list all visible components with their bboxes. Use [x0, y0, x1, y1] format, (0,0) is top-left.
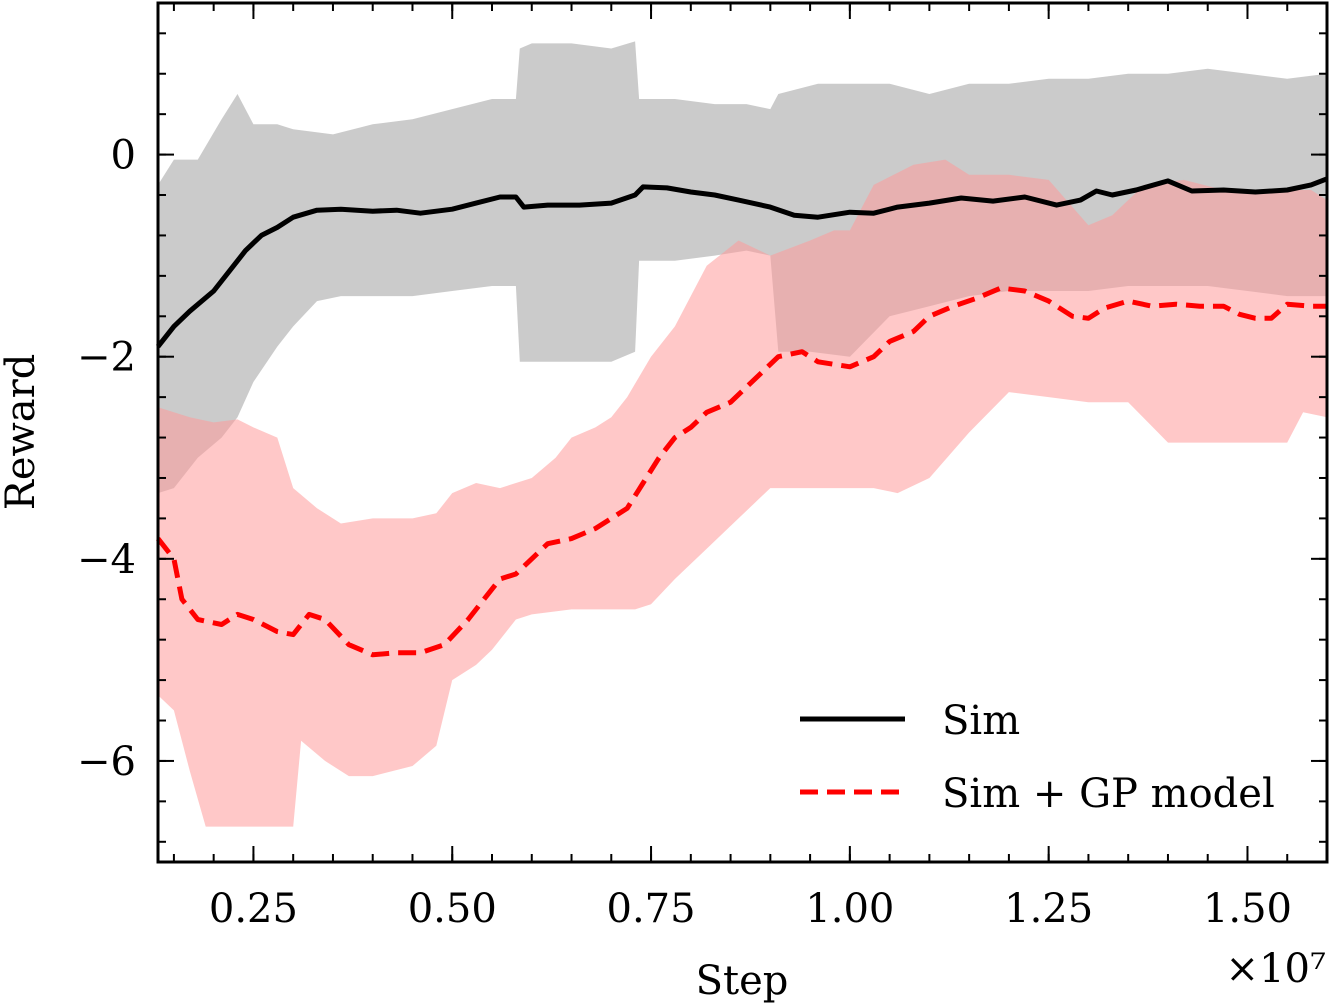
x-axis-multiplier: ×10⁷: [1226, 946, 1326, 992]
x-tick-label: 1.50: [1203, 886, 1292, 932]
axis-tick-labels: 0.25 0.50 0.75 1.00 1.25 1.50 0 −2 −4 −6: [77, 133, 1292, 932]
x-tick-label: 0.25: [209, 886, 298, 932]
band-sim-gp-model: [158, 159, 1327, 827]
confidence-bands: [158, 41, 1327, 827]
x-tick-label: 0.50: [408, 886, 497, 932]
series-lines: [156, 176, 1328, 658]
y-tick-label: −4: [77, 537, 136, 583]
x-axis-label: Step: [696, 958, 789, 1004]
legend: Sim Sim + GP model: [800, 698, 1275, 817]
y-axis-label: Reward: [0, 354, 44, 511]
y-tick-label: −6: [77, 739, 136, 785]
y-tick-label: 0: [111, 133, 136, 179]
x-tick-label: 0.75: [607, 886, 696, 932]
axis-ticks: [158, 3, 1328, 862]
axes-frame: [156, 1, 1329, 864]
legend-label-sim: Sim: [942, 698, 1020, 744]
series-line-sim-gp-model: [156, 285, 1327, 658]
plot-area: [156, 41, 1328, 827]
y-tick-label: −2: [77, 335, 136, 381]
series-line-sim: [156, 176, 1328, 349]
x-tick-label: 1.25: [1004, 886, 1093, 932]
legend-label-sim-gp-model: Sim + GP model: [942, 771, 1275, 817]
x-tick-label: 1.00: [805, 886, 894, 932]
band-sim: [158, 41, 1327, 494]
